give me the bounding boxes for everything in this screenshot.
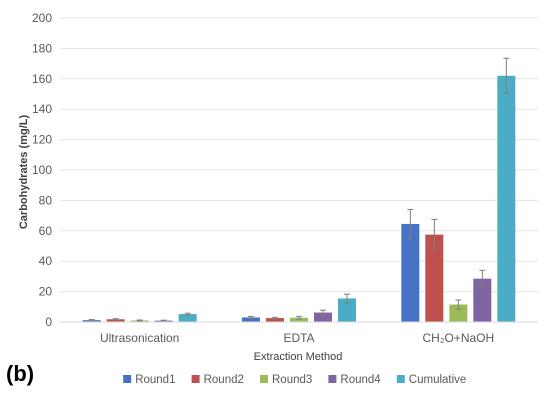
error-bar <box>184 312 191 316</box>
x-axis-title: Extraction Method <box>254 351 343 363</box>
legend-label: Cumulative <box>409 374 467 386</box>
bar-round2 <box>266 318 284 322</box>
y-tick-label: 140 <box>32 102 52 116</box>
error-bar <box>296 315 302 320</box>
legend-item-round1: Round1 <box>123 374 175 386</box>
legend-label: Round3 <box>272 374 312 386</box>
error-bar <box>455 299 462 310</box>
y-tick-label: 20 <box>39 285 53 299</box>
bar-round3 <box>449 304 468 322</box>
legend-item-round2: Round2 <box>191 374 244 386</box>
error-bar <box>136 319 143 322</box>
error-bar <box>248 316 254 319</box>
error-bars <box>88 57 510 322</box>
legend: Round1 Round2 Round3 Round4 Cumulative <box>123 374 466 386</box>
bar-round1 <box>242 317 260 322</box>
y-tick-label: 0 <box>45 315 52 329</box>
panel-label: (b) <box>6 361 34 386</box>
legend-item-round3: Round3 <box>260 374 312 386</box>
bar-round4 <box>473 278 492 322</box>
bar-cumulative <box>338 298 356 322</box>
error-bar <box>160 319 167 322</box>
legend-swatch <box>260 375 268 383</box>
y-tick-label: 200 <box>32 11 52 25</box>
y-tick-label: 180 <box>32 41 52 55</box>
y-tick-label: 60 <box>39 224 53 238</box>
error-bar <box>479 269 486 288</box>
bars <box>82 75 516 322</box>
bar-round1 <box>401 223 420 322</box>
y-axis-title: Carbohydrates (mg/L) <box>18 115 30 230</box>
error-bar <box>320 309 326 316</box>
error-bar <box>88 319 95 322</box>
legend-swatch <box>396 375 405 383</box>
error-bar <box>503 57 510 94</box>
y-tick-label: 100 <box>32 163 52 177</box>
x-tick-label: CH₂O+NaOH <box>422 331 494 345</box>
y-tick-label: 160 <box>32 72 52 86</box>
bar-round2 <box>106 319 125 322</box>
y-tick-label: 120 <box>32 133 52 147</box>
bar-cumulative <box>497 75 516 322</box>
bar-cumulative <box>178 314 197 322</box>
bar-round4 <box>314 312 332 322</box>
legend-swatch <box>123 375 132 383</box>
y-tick-label: 40 <box>39 254 53 268</box>
x-tick-label: EDTA <box>283 331 314 345</box>
legend-label: Round4 <box>340 374 381 386</box>
x-axis-ticks: Ultrasonication EDTA CH₂O+NaOH <box>100 331 494 345</box>
bar-round3 <box>290 317 308 322</box>
bar-round2 <box>425 234 444 322</box>
y-tick-label: 80 <box>39 193 53 207</box>
x-tick-label: Ultrasonication <box>100 331 179 345</box>
legend-swatch <box>191 375 200 383</box>
legend-item-cumulative: Cumulative <box>396 374 467 386</box>
legend-label: Round1 <box>135 374 175 386</box>
legend-item-round4: Round4 <box>328 374 381 386</box>
error-bar <box>344 293 350 304</box>
error-bar <box>112 318 119 321</box>
error-bar <box>431 218 438 251</box>
y-axis-ticks: 0 20 40 60 80 100 120 140 160 180 200 <box>32 11 52 329</box>
gridlines <box>60 17 538 293</box>
legend-label: Round2 <box>204 374 244 386</box>
error-bar <box>407 209 414 239</box>
legend-swatch <box>328 375 337 383</box>
error-bar <box>272 316 278 320</box>
